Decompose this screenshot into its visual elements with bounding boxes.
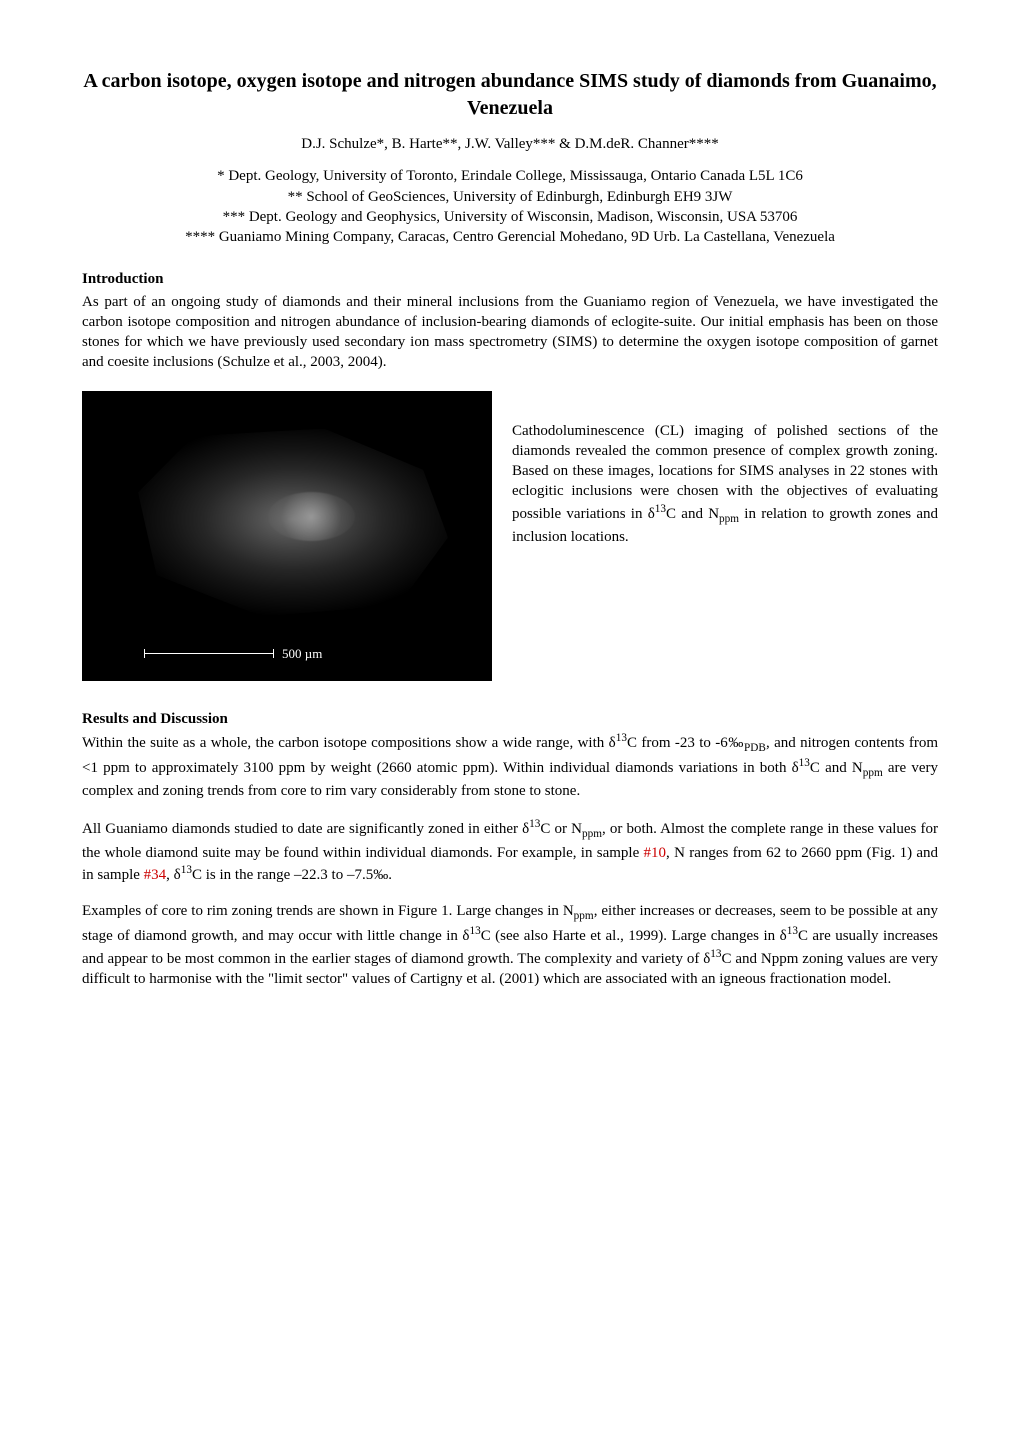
p3-sub-1: ppm [574,910,594,922]
p3-sup-1: 13 [469,925,480,937]
caption-sup-1: 13 [655,503,666,515]
authors-line: D.J. Schulze*, B. Harte**, J.W. Valley**… [82,134,938,154]
p1-text-d: C and N [810,760,863,776]
introduction-body: As part of an ongoing study of diamonds … [82,292,938,373]
p1-text-b: C from -23 to -6‰ [627,735,744,751]
p2-text-a: All Guaniamo diamonds studied to date ar… [82,821,529,837]
p2-text-f: C is in the range –22.3 to –7.5‰. [192,867,392,883]
affiliation-2: ** School of GeoSciences, University of … [82,187,938,207]
p1-sup-1: 13 [616,732,627,744]
scale-bar: 500 µm [144,645,322,663]
p2-sub-1: ppm [582,828,602,840]
p2-text-b: C or N [540,821,582,837]
p3-sup-3: 13 [710,948,721,960]
p2-text-e: , δ [166,867,181,883]
caption-sub-1: ppm [719,513,739,525]
p2-sup-1: 13 [529,818,540,830]
results-heading: Results and Discussion [82,709,938,729]
paper-title: A carbon isotope, oxygen isotope and nit… [82,68,938,122]
results-para-2: All Guaniamo diamonds studied to date ar… [82,817,938,885]
p3-text-a: Examples of core to rim zoning trends ar… [82,903,574,919]
p3-text-c: C (see also Harte et al., 1999). Large c… [481,928,787,944]
p1-sup-2: 13 [799,757,810,769]
affiliations-block: * Dept. Geology, University of Toronto, … [82,166,938,247]
p1-sub-1: PDB [744,742,766,754]
scale-line-icon [144,653,274,654]
p2-sup-2: 13 [181,864,192,876]
cl-image: 500 µm [82,391,492,681]
affiliation-4: **** Guaniamo Mining Company, Caracas, C… [82,227,938,247]
affiliation-3: *** Dept. Geology and Geophysics, Univer… [82,207,938,227]
introduction-heading: Introduction [82,269,938,289]
p1-sub-2: ppm [863,767,883,779]
scale-label: 500 µm [282,645,322,663]
results-para-1: Within the suite as a whole, the carbon … [82,731,938,802]
sample-ref-34: #34 [144,867,167,883]
figure-row: 500 µm Cathodoluminescence (CL) imaging … [82,391,938,681]
figure-caption: Cathodoluminescence (CL) imaging of poli… [512,391,938,547]
diamond-shape [138,429,448,617]
results-para-3: Examples of core to rim zoning trends ar… [82,901,938,989]
p1-text-a: Within the suite as a whole, the carbon … [82,735,616,751]
affiliation-1: * Dept. Geology, University of Toronto, … [82,166,938,186]
sample-ref-10: #10 [644,845,667,861]
p3-sup-2: 13 [787,925,798,937]
caption-text-b: C and N [666,506,719,522]
